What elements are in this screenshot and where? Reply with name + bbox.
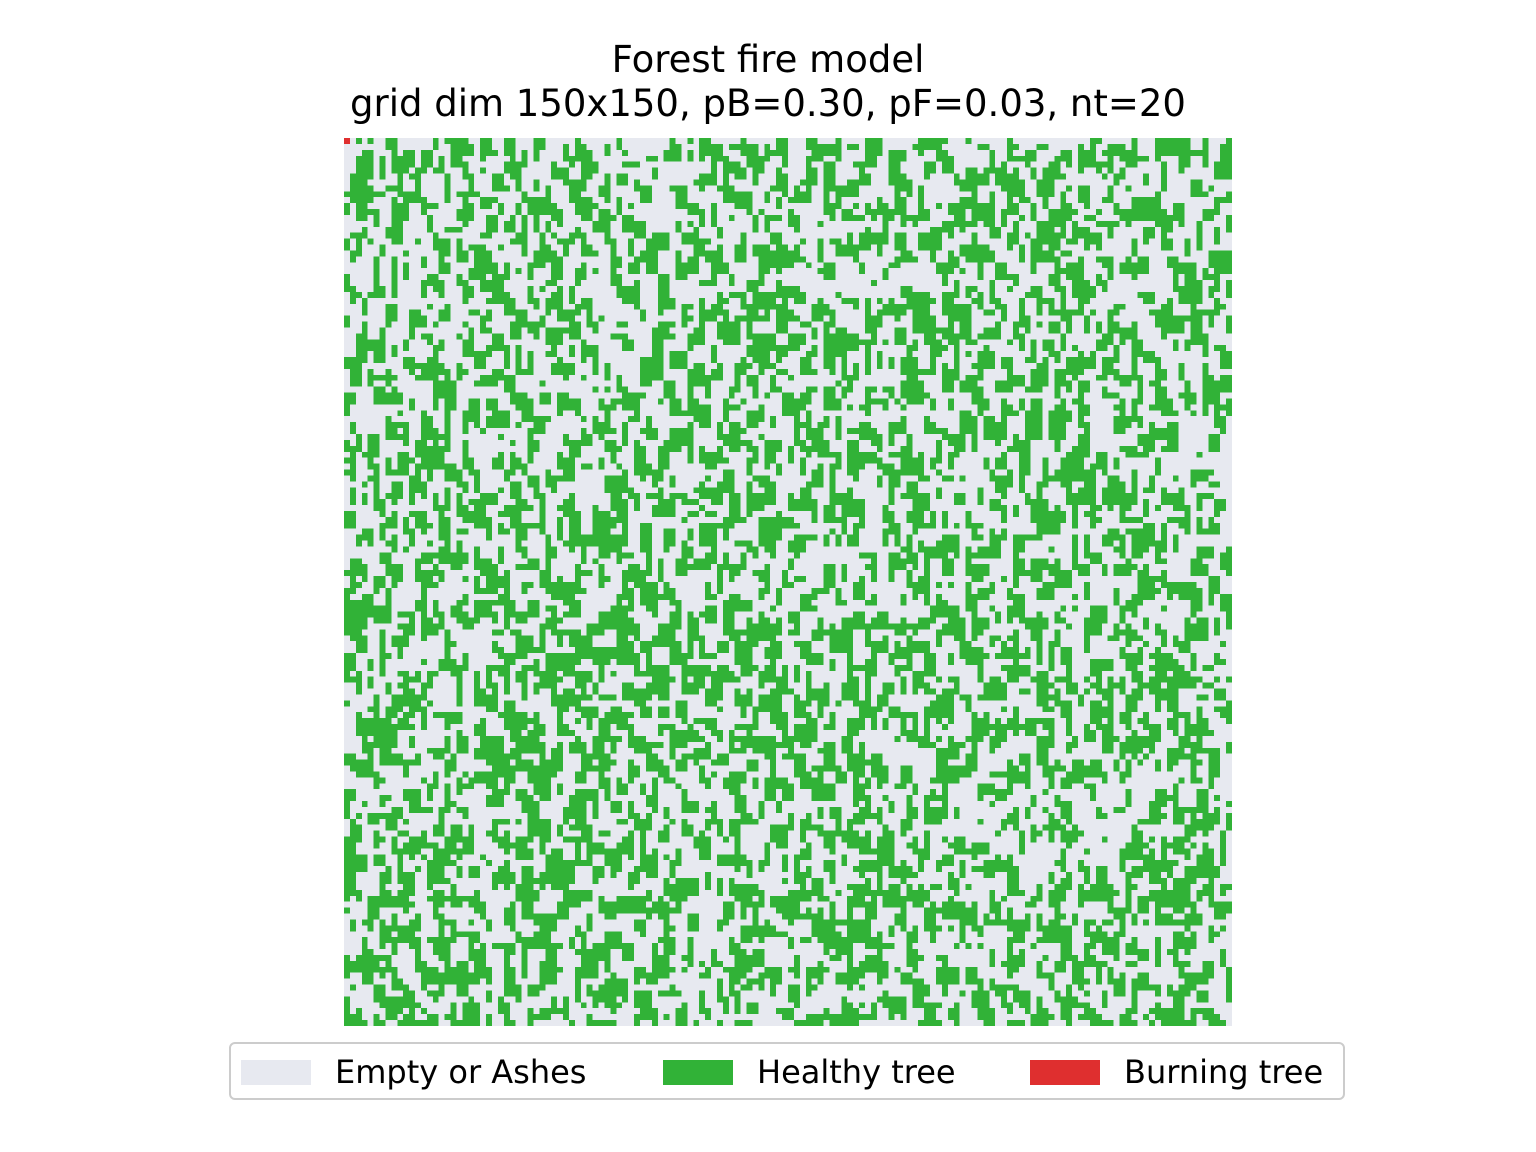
legend-item-empty: Empty or Ashes: [241, 1044, 586, 1100]
legend-item-healthy: Healthy tree: [663, 1044, 956, 1100]
forest-grid-canvas: [344, 138, 1232, 1026]
legend-swatch-burning: [1030, 1059, 1100, 1085]
legend-label-burning: Burning tree: [1124, 1053, 1324, 1091]
legend-label-empty: Empty or Ashes: [335, 1053, 587, 1091]
legend-swatch-empty: [241, 1059, 311, 1085]
legend-label-healthy: Healthy tree: [757, 1053, 956, 1091]
legend-swatch-healthy: [663, 1059, 733, 1085]
chart-subtitle: grid dim 150x150, pB=0.30, pF=0.03, nt=2…: [350, 82, 1186, 125]
legend-item-burning: Burning tree: [1030, 1044, 1323, 1100]
chart-title: Forest fire model: [611, 38, 925, 81]
legend: Empty or Ashes Healthy tree Burning tree: [229, 1042, 1345, 1100]
forest-grid: [344, 138, 1232, 1026]
